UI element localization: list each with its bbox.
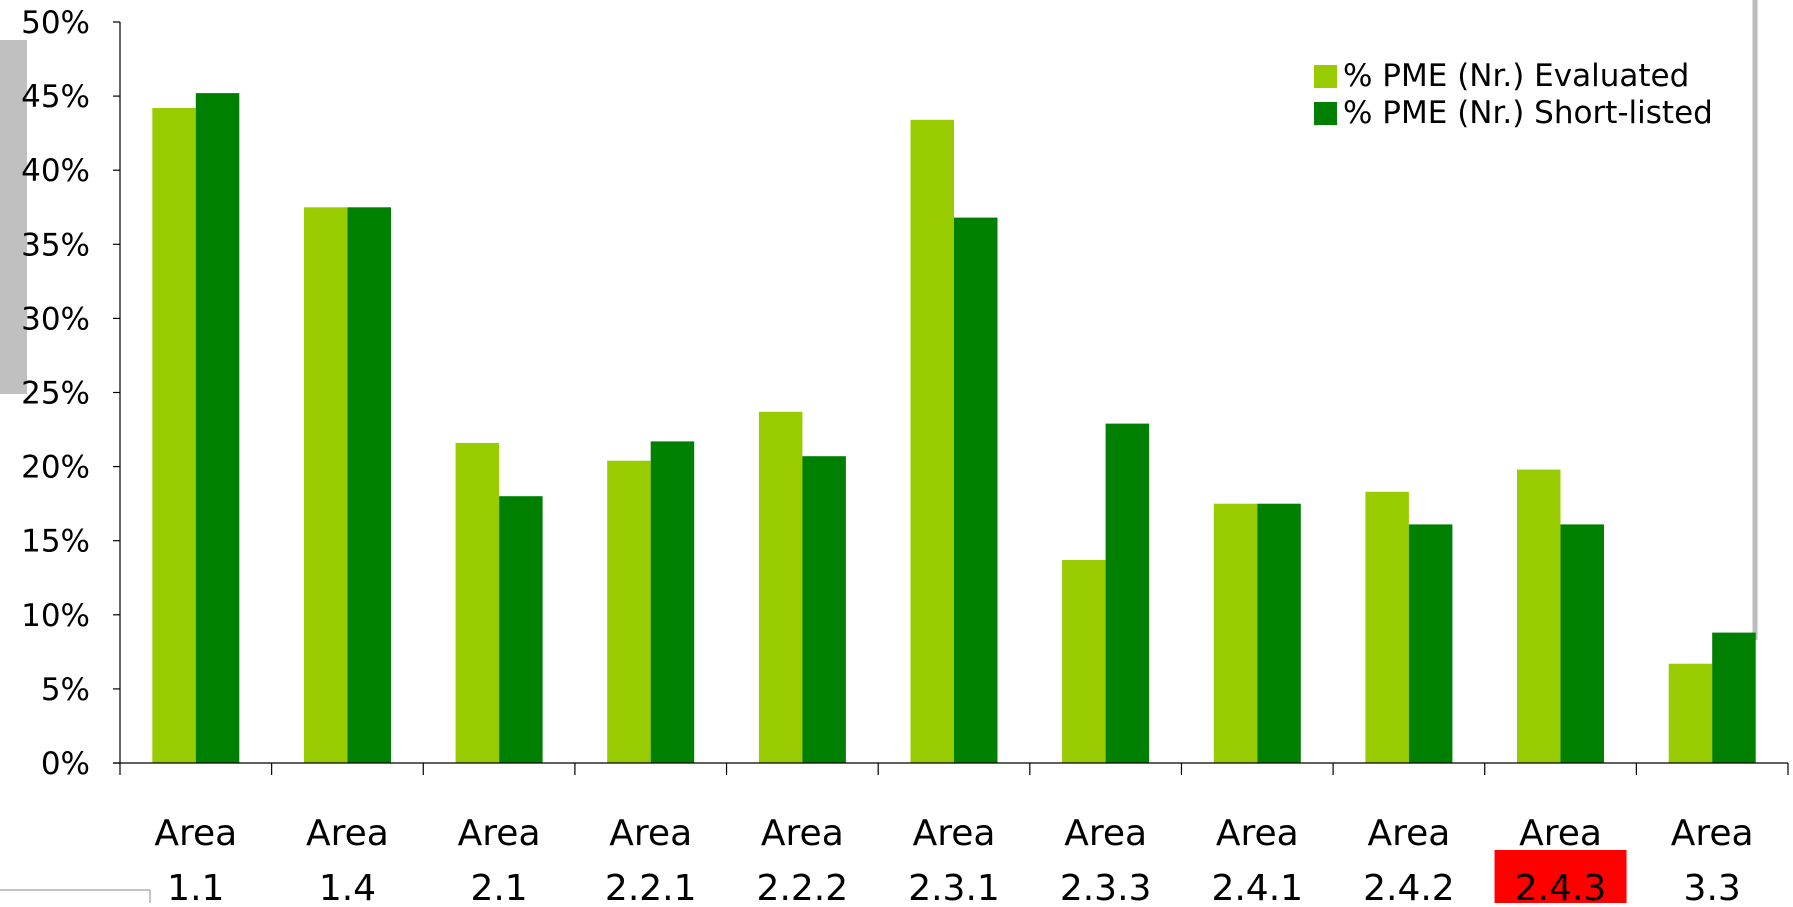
- legend-swatch-1: [1314, 65, 1337, 88]
- bar-3-3-series-2: [1712, 632, 1756, 763]
- bar-1-1-series-2: [195, 93, 240, 764]
- bar-2-4-3-series-2: [1560, 524, 1604, 763]
- x-tick-label: Area: [458, 813, 541, 854]
- x-tick-label: Area: [913, 813, 996, 854]
- y-tick-label: 35%: [21, 227, 90, 263]
- y-tick-label: 10%: [21, 598, 90, 634]
- bar-2-2-2-series-1: [758, 411, 803, 763]
- legend-swatch-2: [1314, 102, 1337, 125]
- y-tick-label: 5%: [41, 672, 90, 708]
- bar-2-2-1-series-2: [650, 441, 695, 763]
- x-tick-label: Area: [306, 813, 389, 854]
- highlight-box: [1494, 850, 1627, 903]
- x-tick-label: 1.1: [167, 868, 224, 903]
- y-tick-label: 40%: [21, 153, 90, 189]
- x-tick-label: 2.3.1: [908, 868, 1000, 903]
- bar-2-2-1-series-1: [607, 460, 651, 763]
- x-tick-label: 2.3.3: [1060, 868, 1152, 903]
- legend-label-1: % PME (Nr.) Evaluated: [1343, 58, 1689, 94]
- x-tick-label: Area: [1064, 813, 1147, 854]
- bar-1-4-series-2: [347, 207, 391, 764]
- bar-1-1-series-1: [152, 108, 196, 763]
- x-tick-label: 2.4.1: [1211, 868, 1303, 903]
- bar-1-4-series-1: [304, 207, 348, 764]
- bar-2-2-2-series-2: [802, 456, 846, 763]
- y-tick-label: 25%: [21, 376, 90, 412]
- x-tick-label: 2.1: [470, 868, 527, 903]
- y-tick-label: 15%: [21, 524, 90, 560]
- bar-2-1-series-1: [455, 442, 500, 763]
- x-tick-label: Area: [154, 813, 237, 854]
- y-tick-label: 30%: [21, 301, 90, 337]
- x-tick-label: 2.4.2: [1363, 868, 1455, 903]
- x-tick-label: Area: [1367, 813, 1450, 854]
- bar-2-4-2-series-1: [1365, 491, 1409, 763]
- legend-label-2: % PME (Nr.) Short-listed: [1343, 95, 1713, 131]
- x-tick-label: Area: [1671, 813, 1754, 854]
- y-tick-label: 45%: [21, 79, 90, 115]
- x-tick-label: Area: [609, 813, 692, 854]
- x-tick-label: Area: [761, 813, 844, 854]
- bar-2-3-3-series-2: [1105, 423, 1150, 763]
- bar-2-4-1-series-2: [1257, 503, 1301, 763]
- bar-3-3-series-1: [1668, 663, 1713, 763]
- gray-side-bar: [0, 40, 27, 394]
- bar-2-3-1-series-2: [954, 217, 998, 764]
- x-tick-label: 2.2.2: [757, 868, 849, 903]
- x-tick-label: 2.4.3: [1515, 868, 1607, 903]
- bar-2-4-1-series-1: [1213, 503, 1258, 763]
- y-tick-label: 50%: [21, 5, 90, 41]
- y-tick-label: 0%: [41, 746, 90, 782]
- x-tick-label: Area: [1519, 813, 1602, 854]
- bar-2-3-3-series-1: [1062, 560, 1106, 763]
- x-tick-label: 3.3: [1684, 868, 1741, 903]
- bar-2-4-2-series-2: [1408, 524, 1453, 763]
- x-tick-label: 1.4: [319, 868, 376, 903]
- x-tick-label: 2.2.1: [605, 868, 697, 903]
- bar-2-4-3-series-1: [1517, 469, 1561, 763]
- y-tick-label: 20%: [21, 450, 90, 486]
- x-tick-label: Area: [1216, 813, 1299, 854]
- bar-2-3-1-series-1: [910, 119, 954, 764]
- bar-2-1-series-2: [499, 496, 543, 763]
